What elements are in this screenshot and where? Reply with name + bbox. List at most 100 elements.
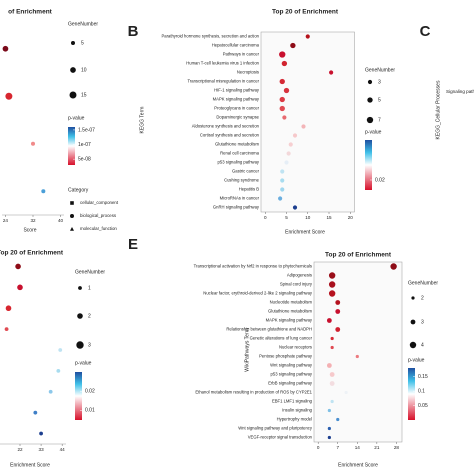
dot [292,133,298,138]
dot [328,290,336,297]
plot-frame [313,261,403,443]
x-tick-label: 28 [394,445,400,450]
size-legend-dot [77,313,83,319]
legend-circle [70,214,74,218]
dot [280,178,285,183]
y-tick-label: VEGF-receptor signal transduction [248,435,313,440]
category-legend-title: Category [68,187,89,193]
size-legend-label: 10 [81,67,87,73]
y-tick-label: EBF1 LMF1 signaling [272,399,313,404]
dot [301,124,306,129]
y-tick-label: Insulin signaling [282,408,312,413]
colorbar [68,127,75,165]
size-legend-label: 3 [378,79,381,85]
y-tick-label: Parathyroid hormone synthesis, secretion… [161,34,259,39]
size-legend-title: GeneNumber [408,280,438,286]
y-tick-label: Transcriptional activation by Nrf2 in re… [194,264,312,269]
x-tick-label: 10 [305,215,311,220]
dot [290,42,296,49]
size-legend-label: 2 [421,295,424,301]
colorbar-label: 0.05 [418,403,428,409]
dot [4,327,9,332]
dot [5,92,13,100]
size-legend-dot [409,341,417,349]
x-axis-label: Enrichment Score [10,462,50,468]
panel-letter: B [128,23,139,40]
dot [30,141,36,146]
x-tick-label: 22 [17,447,23,452]
dot [284,160,289,165]
size-legend-title: GeneNumber [68,21,98,27]
y-tick-label: Hepatitis B [239,187,259,192]
y-tick-label: Nucleotide metabolism [270,300,313,305]
size-legend-label: 2 [88,313,91,319]
dot [2,45,9,52]
dot [282,115,287,120]
y-tick-label: Glutathione metabolism [268,309,313,314]
x-tick-label: 40 [58,218,64,223]
y-tick-label: Aldosterone synthesis and secretion [192,124,260,129]
x-tick-label: 44 [60,447,66,452]
y-tick-label: Hepatocellular carcinoma [212,43,260,48]
dot [329,381,335,386]
dot [283,87,290,94]
y-tick-label: Cortisol synthesis and secretion [200,133,260,138]
dot [39,431,43,436]
y-tick-label: HIF-1 signaling pathway [214,88,260,93]
size-legend-dot [367,97,373,103]
x-tick-label: 21 [374,445,380,450]
size-legend-dot [76,341,84,349]
colorbar [408,368,415,420]
y-tick-label: Wnt signaling pathway and pluripotency [238,426,313,431]
color-legend-title: p-value [68,115,85,121]
y-axis-label: KEGG Term [139,107,145,134]
y-tick-label: MAPK signaling pathway [213,97,260,102]
size-legend-dot [411,296,415,300]
x-tick-label: 24 [3,218,9,223]
dot [281,60,288,67]
chart-title: Top 20 of Enrichment [325,252,392,259]
x-tick-label: 0 [317,445,320,450]
y-tick-label: Nuclear receptors [279,345,312,350]
legend-triangle [70,227,74,231]
y-tick-label: Human T-cell leukemia virus 1 infection [186,61,259,66]
dot [335,300,341,305]
y-tick-label: Genetic alterations of lung cancer [250,336,313,341]
size-legend-label: 1 [88,285,91,291]
color-legend-title: p-value [365,129,382,135]
x-tick-label: 14 [355,445,361,450]
y-tick-label: Hypertrophy model [277,417,312,422]
dot [336,417,340,422]
dot [15,263,21,270]
colorbar [75,372,82,420]
y-tick-label: p53 signaling pathway [271,372,313,377]
dot [279,96,285,103]
y-tick-label: Transcriptional misregulation in cancer [187,79,259,84]
colorbar-label: 1e-07 [78,142,91,148]
dot [278,196,283,201]
size-legend-dot [410,319,416,325]
size-legend-label: 7 [378,117,381,123]
size-legend-label: 3 [421,319,424,325]
panel-letter: E [128,236,138,253]
dot [330,345,334,350]
dot [335,327,341,332]
colorbar [365,140,372,190]
dot [344,390,348,395]
y-tick-label: Necroptosis [237,70,259,75]
y-tick-label: MAPK signaling pathway [266,318,313,323]
dot [288,142,293,147]
size-legend-dot [367,79,373,85]
y-tick-label: Pentose phosphate pathway [259,354,313,359]
colorbar-label: 5e-08 [78,156,91,162]
size-legend-title: GeneNumber [75,269,105,275]
chart-title: Top 20 of Enrichment [0,250,64,257]
y-tick-label: Spinal cord injury [280,282,313,287]
dot [329,70,334,75]
plot-frame [260,31,355,213]
size-legend-label: 5 [378,97,381,103]
x-axis-label: Score [23,227,36,233]
y-tick-label: Glutathione metabolism [215,142,260,147]
y-tick-label: Cushing syndrome [224,178,260,183]
size-legend-dot [78,286,82,290]
